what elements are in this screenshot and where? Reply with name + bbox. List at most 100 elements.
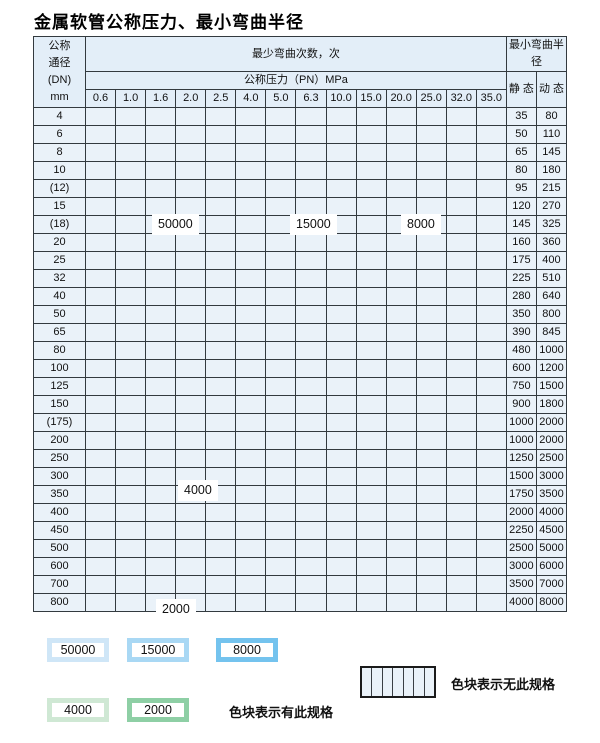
dynamic-radius-cell: 1500 [535,377,568,396]
pressure-cell [475,521,507,540]
pressure-cell [145,107,177,126]
value-callout: 4000 [178,480,218,501]
table-row: 200 1000 2000 [33,431,568,450]
pressure-cell [205,575,237,594]
static-radius-cell: 480 [505,341,537,360]
table-row: 80 480 1000 [33,341,568,360]
pressure-cell [475,593,507,612]
pressure-cell [115,413,147,432]
pressure-cell [145,125,177,144]
pressure-cell [295,431,327,450]
pressure-cell [355,575,387,594]
pressure-cell [205,143,237,162]
pressure-cell [325,377,357,396]
legend-empty-cell [414,668,425,696]
pressure-column-header: 6.3 [295,89,327,108]
dynamic-radius-cell: 7000 [535,575,568,594]
dn-header-line-4: mm [50,91,69,103]
dynamic-radius-cell: 80 [535,107,568,126]
pressure-cell [265,323,297,342]
pressure-cell [475,467,507,486]
dynamic-radius-cell: 145 [535,143,568,162]
pressure-cell [445,593,477,612]
static-radius-cell: 350 [505,305,537,324]
pressure-cell [145,251,177,270]
pressure-cell [235,269,267,288]
pressure-cell [235,593,267,612]
pressure-cell [415,107,447,126]
dynamic-radius-cell: 845 [535,323,568,342]
pressure-cell [325,575,357,594]
dynamic-radius-cell: 510 [535,269,568,288]
pressure-cell [385,539,417,558]
pressure-cell [84,107,117,126]
pressure-cell [415,431,447,450]
table-row: 500 2500 5000 [33,539,568,558]
header-row-3: 0.6 1.0 1.6 2.0 2.5 4.0 5.0 6.3 10.0 15.0 20.0 25.0… [34,89,567,108]
table-row: 300 1500 3000 [33,467,568,486]
dn-cell: (18) [33,215,86,234]
pressure-cell [84,539,117,558]
pressure-cell [355,377,387,396]
pressure-cell [175,449,207,468]
pressure-cell [445,233,477,252]
pressure-cell [175,431,207,450]
pressure-cell [415,359,447,378]
pressure-cell [265,233,297,252]
pressure-cell [415,287,447,306]
pressure-cell [84,431,117,450]
dynamic-radius-cell: 8000 [535,593,568,612]
pressure-column-header: 35.0 [475,89,507,108]
pressure-cell [205,287,237,306]
pressure-cell [265,593,297,612]
dynamic-radius-cell: 6000 [535,557,568,576]
pressure-cell [445,557,477,576]
pressure-cell [145,485,177,504]
pressure-cell [355,503,387,522]
pressure-cell [205,341,237,360]
pressure-cell [325,503,357,522]
pressure-cell [445,197,477,216]
pressure-cell [475,107,507,126]
pressure-cell [325,323,357,342]
legend-empty-cell [393,668,404,696]
pressure-cell [115,125,147,144]
pressure-cell [205,449,237,468]
pressure-cell [145,557,177,576]
dynamic-radius-cell: 2000 [535,431,568,450]
pressure-cell [475,557,507,576]
pressure-column-header: 15.0 [355,89,387,108]
table-row: 400 2000 4000 [33,503,568,522]
legend-note-no-spec: 色块表示无此规格 [451,677,556,692]
pressure-cell [355,125,387,144]
pressure-cell [265,161,297,180]
table-row: 600 3000 6000 [33,557,568,576]
pressure-cell [385,269,417,288]
dn-cell: 80 [33,341,86,360]
pressure-cell [84,467,117,486]
pressure-cell [325,395,357,414]
dn-cell: 800 [33,593,86,612]
pressure-cell [355,323,387,342]
pressure-cell [235,143,267,162]
pressure-cell [295,593,327,612]
pressure-cell [355,269,387,288]
static-radius-cell: 3500 [505,575,537,594]
pressure-cell [265,413,297,432]
pressure-cell [265,377,297,396]
pressure-cell [415,341,447,360]
pressure-cell [175,413,207,432]
pressure-cell [84,305,117,324]
pressure-cell [84,503,117,522]
pressure-cell [175,377,207,396]
pressure-cell [415,467,447,486]
pressure-cell [325,107,357,126]
pressure-cell [385,197,417,216]
table-row: 450 2250 4500 [33,521,568,540]
table-row: 8 65 145 [33,143,568,162]
pressure-cell [265,341,297,360]
pressure-cell [175,197,207,216]
pressure-cell [145,323,177,342]
pressure-cell [205,125,237,144]
pressure-cell [115,431,147,450]
